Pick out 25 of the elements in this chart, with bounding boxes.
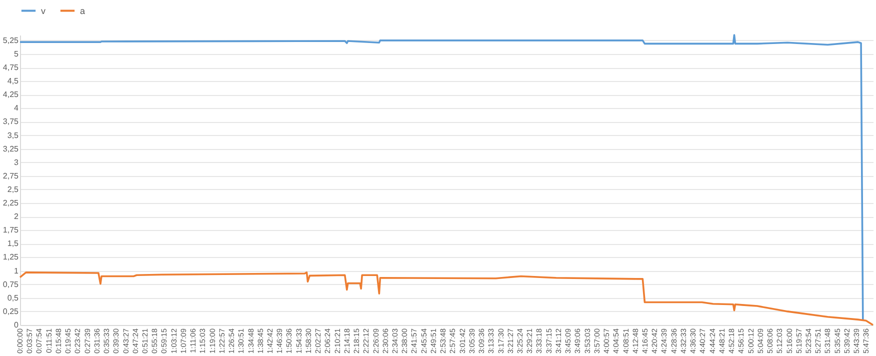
y-tick-label: 3	[14, 158, 20, 167]
y-tick-label: 2,75	[2, 171, 20, 180]
y-tick-label: 0,75	[2, 280, 20, 289]
y-tick-label: 4,75	[2, 63, 20, 72]
y-tick-label: 2,25	[2, 198, 20, 208]
y-tick-label: 1,25	[2, 252, 20, 262]
y-tick-label: 2	[14, 212, 20, 222]
y-tick-label: 1	[14, 266, 20, 276]
y-tick-label: 0,25	[2, 306, 20, 316]
y-tick-label: 0	[14, 320, 20, 330]
line-series	[19, 34, 864, 322]
y-tick-label: 0,5	[7, 293, 20, 302]
y-tick-label: 3,75	[2, 117, 20, 126]
y-tick-label: 4,5	[7, 76, 20, 86]
y-tick-label: 1,75	[2, 226, 20, 235]
legend-label: a	[80, 6, 86, 16]
y-tick-label: 4,25	[2, 90, 20, 100]
y-tick-label: 4	[14, 104, 20, 113]
y-tick-label: 2,5	[7, 184, 20, 194]
legend-label: v	[41, 6, 46, 16]
y-tick-label: 3,25	[2, 144, 20, 154]
y-tick-label: 5	[14, 49, 20, 58]
y-tick-label: 5,25	[2, 36, 20, 45]
y-tick-label: 1,5	[7, 239, 20, 248]
y-tick-label: 3,5	[7, 130, 20, 140]
